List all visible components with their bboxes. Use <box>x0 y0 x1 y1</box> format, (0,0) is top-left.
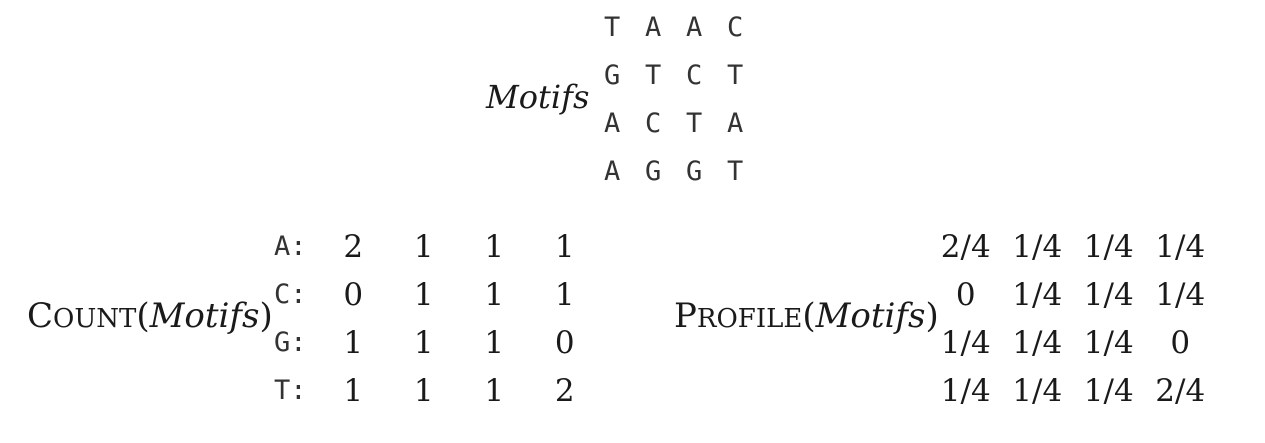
count-row: 2 1 1 1 <box>318 229 600 277</box>
motif-cell: T <box>645 60 662 91</box>
count-label-rest: OUNT <box>53 304 137 334</box>
nucleotide-label: C: <box>274 279 307 310</box>
motif-cell: A <box>686 12 703 43</box>
nucleotide-label: A: <box>274 231 307 262</box>
motif-row: G T C T <box>604 58 768 106</box>
count-label-close: ) <box>259 296 273 336</box>
count-cell: 1 <box>343 325 364 361</box>
profile-label-open: ( <box>802 296 816 336</box>
count-label-arg: Motifs <box>149 296 260 336</box>
count-cell: 1 <box>484 325 505 361</box>
motif-grid: T A A C G T C T A C T A A G G T <box>604 10 768 202</box>
nucleotide-labels: A: C: G: T: <box>274 229 307 421</box>
motif-cell: T <box>604 12 621 43</box>
count-row: 1 1 1 0 <box>318 325 600 373</box>
profile-cell: 1/4 <box>1155 277 1206 313</box>
count-matrix: 2 1 1 1 0 1 1 1 1 1 1 0 1 1 1 2 <box>318 229 600 421</box>
count-cell: 1 <box>484 229 505 265</box>
count-cell: 1 <box>484 277 505 313</box>
profile-cell: 1/4 <box>1083 229 1134 265</box>
profile-cell: 1/4 <box>940 325 991 361</box>
motif-row: T A A C <box>604 10 768 58</box>
count-label-initial: C <box>27 296 54 336</box>
profile-matrix: 2/4 1/4 1/4 1/4 0 1/4 1/4 1/4 1/4 1/4 1/… <box>930 229 1216 421</box>
count-cell: 2 <box>554 373 575 409</box>
profile-row: 1/4 1/4 1/4 2/4 <box>930 373 1216 421</box>
motif-row: A G G T <box>604 154 768 202</box>
motif-row: A C T A <box>604 106 768 154</box>
motif-cell: G <box>645 156 662 187</box>
profile-label-rest: ROFILE <box>696 304 803 334</box>
count-cell: 1 <box>413 325 434 361</box>
profile-cell: 0 <box>955 277 976 313</box>
count-row: 1 1 1 2 <box>318 373 600 421</box>
motif-cell: A <box>727 108 744 139</box>
profile-cell: 2/4 <box>940 229 991 265</box>
count-cell: 1 <box>554 229 575 265</box>
motif-cell: C <box>645 108 662 139</box>
motif-cell: C <box>686 60 703 91</box>
profile-label-close: ) <box>925 296 939 336</box>
count-cell: 2 <box>343 229 364 265</box>
motif-cell: T <box>727 60 744 91</box>
count-label-open: ( <box>136 296 150 336</box>
count-cell: 1 <box>413 229 434 265</box>
count-label: COUNT(Motifs) <box>27 296 273 336</box>
motif-cell: A <box>604 108 621 139</box>
motif-cell: A <box>645 12 662 43</box>
profile-cell: 1/4 <box>1012 373 1063 409</box>
profile-cell: 2/4 <box>1155 373 1206 409</box>
count-cell: 1 <box>484 373 505 409</box>
profile-label: PROFILE(Motifs) <box>674 296 939 336</box>
profile-cell: 1/4 <box>1012 325 1063 361</box>
profile-row: 2/4 1/4 1/4 1/4 <box>930 229 1216 277</box>
profile-cell: 1/4 <box>1083 277 1134 313</box>
count-cell: 1 <box>413 373 434 409</box>
profile-cell: 1/4 <box>1083 373 1134 409</box>
profile-cell: 1/4 <box>1012 229 1063 265</box>
count-cell: 1 <box>413 277 434 313</box>
count-row: 0 1 1 1 <box>318 277 600 325</box>
count-cell: 0 <box>343 277 364 313</box>
motif-cell: G <box>604 60 621 91</box>
profile-cell: 1/4 <box>1155 229 1206 265</box>
profile-label-arg: Motifs <box>815 296 926 336</box>
motif-cell: A <box>604 156 621 187</box>
nucleotide-label: G: <box>274 327 307 358</box>
motif-cell: T <box>686 108 703 139</box>
nucleotide-label: T: <box>274 375 307 406</box>
profile-row: 1/4 1/4 1/4 0 <box>930 325 1216 373</box>
profile-label-initial: P <box>674 296 697 336</box>
count-cell: 0 <box>554 325 575 361</box>
count-cell: 1 <box>343 373 364 409</box>
count-cell: 1 <box>554 277 575 313</box>
motif-cell: T <box>727 156 744 187</box>
motif-cell: G <box>686 156 703 187</box>
profile-cell: 1/4 <box>1083 325 1134 361</box>
profile-row: 0 1/4 1/4 1/4 <box>930 277 1216 325</box>
motif-cell: C <box>727 12 744 43</box>
motifs-label: Motifs <box>486 78 590 116</box>
profile-cell: 1/4 <box>940 373 991 409</box>
profile-cell: 0 <box>1170 325 1191 361</box>
profile-cell: 1/4 <box>1012 277 1063 313</box>
